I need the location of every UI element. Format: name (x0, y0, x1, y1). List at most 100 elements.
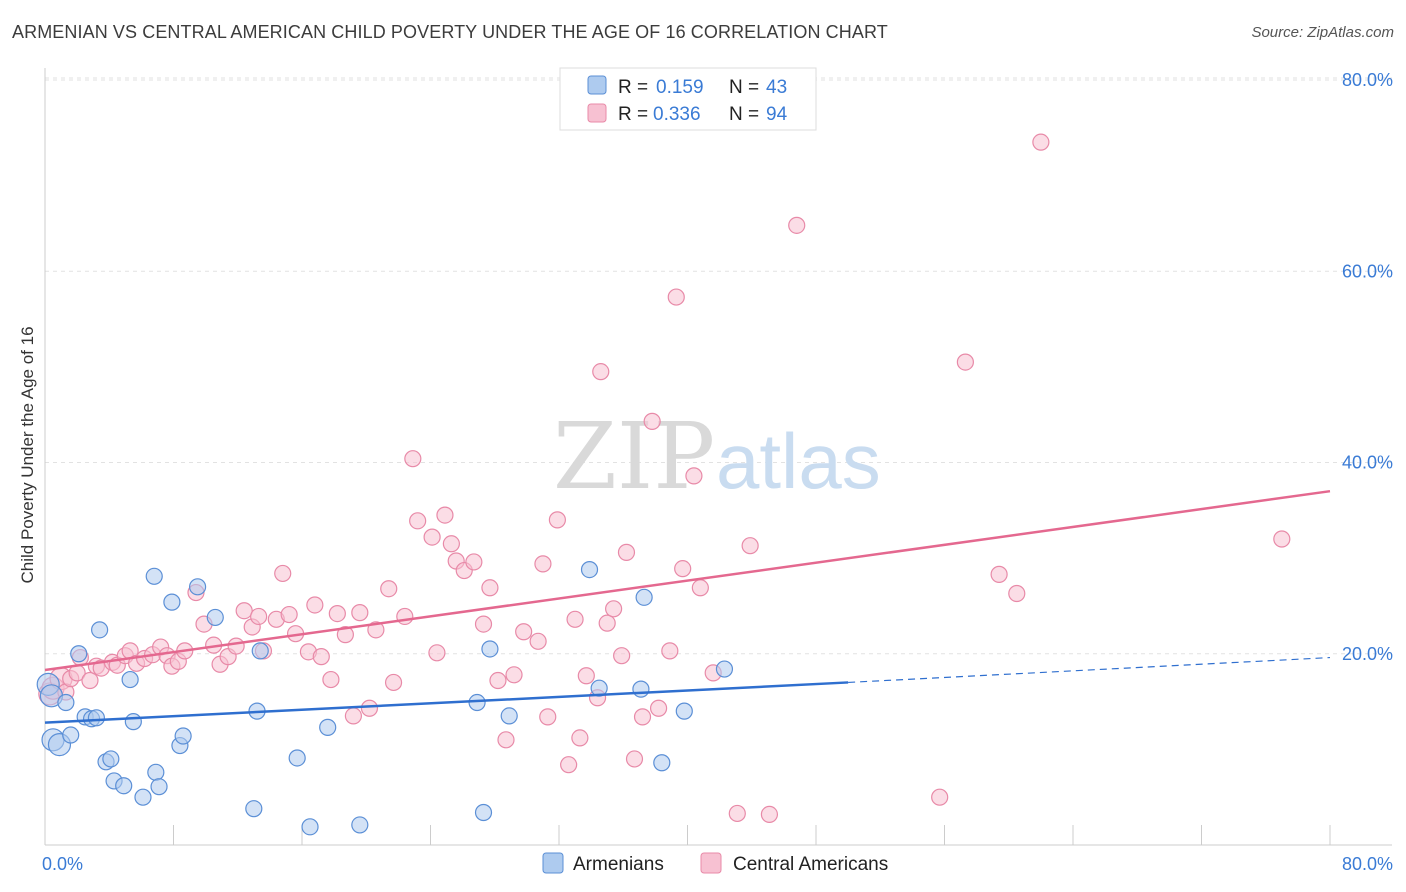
correlation-legend: R = 0.159 N = 43 R = 0.336 N = 94 (559, 67, 817, 131)
y-tick-label-2: 60.0% (1342, 261, 1393, 281)
trend-line-central-americans (44, 489, 1331, 672)
legend-n-label-central-americans: N = (729, 104, 759, 125)
point-central-americans-51 (423, 528, 441, 546)
point-central-americans-96 (1032, 133, 1050, 151)
point-central-americans-79 (633, 708, 652, 726)
point-armenians-39 (632, 680, 650, 698)
point-central-americans-95 (1008, 584, 1026, 603)
point-central-americans-46 (380, 580, 398, 598)
point-central-americans-77 (617, 543, 636, 561)
data-points (36, 133, 1291, 836)
bottom-legend-swatch-armenians (542, 852, 564, 874)
point-central-americans-86 (691, 579, 709, 597)
point-armenians-37 (580, 560, 599, 579)
point-armenians-28 (245, 800, 263, 818)
point-central-americans-42 (344, 707, 362, 725)
y-tick-label-1: 40.0% (1342, 453, 1393, 473)
point-central-americans-7 (81, 671, 99, 690)
point-central-americans-66 (539, 708, 557, 726)
point-armenians-40 (635, 588, 653, 606)
point-central-americans-61 (497, 731, 515, 749)
point-armenians-30 (301, 818, 319, 836)
point-central-americans-54 (442, 535, 460, 553)
legend-r-label-central-americans: R = (618, 104, 648, 125)
point-armenians-23 (174, 727, 192, 745)
point-armenians-15 (121, 670, 139, 689)
point-central-americans-88 (728, 804, 746, 823)
point-armenians-14 (115, 777, 133, 795)
legend-swatch-central-americans (587, 103, 607, 123)
point-armenians-4 (57, 693, 75, 712)
point-central-americans-33 (274, 564, 292, 583)
point-armenians-41 (653, 754, 671, 772)
y-tick-label-3: 80.0% (1342, 70, 1393, 90)
point-armenians-20 (150, 778, 168, 796)
point-central-americans-49 (404, 450, 422, 468)
point-central-americans-50 (409, 512, 427, 530)
point-central-americans-69 (566, 610, 584, 628)
point-armenians-9 (87, 709, 106, 727)
point-central-americans-34 (280, 605, 298, 624)
legend-n-label-armenians: N = (729, 77, 759, 98)
trend-lines (44, 489, 1331, 724)
point-armenians-25 (206, 608, 224, 627)
point-central-americans-47 (384, 673, 403, 692)
chart-title: ARMENIAN VS CENTRAL AMERICAN CHILD POVER… (12, 22, 888, 42)
legend-r-value-armenians: 0.159 (656, 77, 704, 98)
point-central-americans-39 (322, 670, 340, 689)
point-armenians-19 (147, 763, 165, 781)
point-central-americans-38 (312, 648, 330, 666)
point-armenians-10 (91, 621, 109, 639)
point-central-americans-64 (529, 632, 547, 650)
point-central-americans-37 (306, 596, 324, 614)
point-armenians-27 (251, 642, 269, 660)
y-tick-label-0: 20.0% (1342, 644, 1393, 664)
point-central-americans-97 (1273, 530, 1291, 548)
legend-r-value-central-americans: 0.336 (653, 104, 701, 125)
point-central-americans-59 (481, 579, 499, 597)
point-armenians-43 (715, 660, 734, 678)
point-armenians-32 (351, 816, 369, 834)
point-armenians-17 (134, 788, 152, 806)
point-central-americans-60 (489, 671, 507, 690)
point-armenians-12 (102, 750, 120, 768)
series-legend: Armenians Central Americans (542, 852, 888, 875)
point-central-americans-83 (667, 288, 685, 306)
point-central-americans-52 (428, 644, 446, 662)
point-armenians-6 (70, 645, 88, 663)
bottom-legend-swatch-central-americans (700, 852, 722, 874)
watermark-zip: ZIP (553, 403, 715, 510)
point-armenians-16 (124, 713, 142, 731)
point-central-americans-93 (956, 353, 974, 371)
point-central-americans-40 (328, 604, 346, 623)
grid-lines (45, 77, 1392, 655)
point-central-americans-73 (592, 363, 610, 381)
point-central-americans-27 (227, 637, 245, 655)
source-credit: Source: ZipAtlas.com (1251, 24, 1394, 41)
point-central-americans-85 (685, 467, 703, 485)
point-central-americans-43 (351, 604, 369, 622)
point-central-americans-71 (577, 667, 595, 685)
x-tick-label-1: 80.0% (1342, 854, 1393, 874)
axes (44, 68, 1392, 846)
bottom-legend-central-americans: Central Americans (733, 854, 888, 875)
point-central-americans-58 (474, 615, 493, 633)
point-central-americans-91 (788, 216, 806, 234)
point-central-americans-57 (465, 553, 483, 571)
point-central-americans-41 (336, 626, 354, 644)
y-axis-title: Child Poverty Under the Age of 16 (18, 326, 37, 583)
point-armenians-31 (319, 718, 337, 736)
point-central-americans-48 (396, 607, 414, 626)
watermark: ZIP atlas (553, 403, 881, 510)
legend-n-value-central-americans: 94 (766, 104, 788, 125)
watermark-atlas: atlas (716, 417, 881, 505)
point-central-americans-63 (515, 623, 533, 641)
point-central-americans-70 (571, 729, 589, 747)
point-central-americans-28 (235, 602, 253, 620)
point-central-americans-65 (534, 555, 552, 573)
x-tick-label-0: 0.0% (42, 854, 83, 874)
legend-r-label-armenians: R = (618, 77, 648, 98)
point-central-americans-62 (505, 666, 523, 684)
point-central-americans-44 (360, 699, 379, 717)
